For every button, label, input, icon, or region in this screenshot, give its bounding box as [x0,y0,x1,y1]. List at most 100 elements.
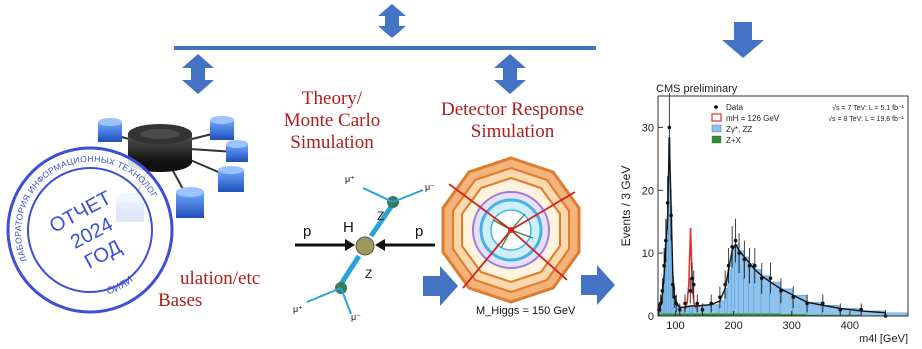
zx-background-bar [760,313,770,316]
zx-background-bar [671,313,674,316]
zx-background-bar [663,313,665,316]
x-tick-label: 400 [841,320,859,332]
data-point [672,295,677,299]
zx-background-bar [821,314,840,316]
luminosity-annotation: √s = 8 TeV: L = 19.6 fb⁻¹ [828,115,904,123]
double-arrow-middle [494,54,526,94]
zx-background-bar [668,313,671,316]
zx-background-bar [675,313,679,316]
data-point [674,301,679,306]
zx-background-bar [692,313,697,316]
zx-background-bar [666,313,669,316]
plot-frame [657,95,909,317]
partial-label-line-1: ulation/etc [180,268,261,289]
y-tick-label: 10 [642,248,654,260]
zx-background-bar [780,314,793,316]
zz-background-bar [779,288,793,317]
data-point [690,276,694,281]
zx-background-bar [724,313,728,316]
muon-label: μ⁻ [351,312,361,322]
luminosity-annotation: √s = 7 TeV: L = 5.1 fb⁻¹ [832,104,905,112]
data-point [658,301,663,306]
legend-label: mH = 126 GeV [726,114,780,123]
theory-label-line-2: Monte Carlo [283,110,381,131]
data-point [667,125,672,130]
zx-background-bar [689,313,692,316]
database-node-icon [226,140,248,162]
data-point [737,251,741,255]
x-tick-label: 300 [783,320,801,332]
partial-label-line-2: Bases [158,290,203,311]
right-arrow-middle [423,266,458,306]
database-cluster-icon [98,116,248,222]
muon-label: μ⁺ [345,174,355,184]
data-point [723,282,727,287]
z-label-upper: Z [377,209,384,223]
legend-marker [711,124,722,133]
proton-label-left: p [303,223,311,240]
database-node-icon [210,116,234,140]
zx-background-bar [678,313,685,316]
down-arrow-right [722,22,764,58]
double-arrow-left [182,54,214,94]
data-point [695,301,700,306]
partial-label: ulation/etc Bases [140,268,290,312]
zx-background-bar [673,313,676,316]
data-point [660,289,665,293]
data-point [779,289,783,293]
z-boson-lower [338,254,362,286]
x-tick-label: 100 [666,320,684,332]
zx-background-bar [701,313,711,316]
y-axis-label: Events / 3 GeV [619,166,633,247]
right-arrow-right [581,265,615,305]
database-node-icon [176,187,204,218]
report-stamp: ЛАБОРАТОРИЯ ИНФОРМАЦИОННЫХ ТЕХНОЛОГИЙ ИМ… [0,140,174,314]
zx-background-bar [731,313,735,316]
y-tick-label: 30 [642,122,654,134]
zx-background-bar [792,314,807,316]
zx-background-bar [684,313,690,316]
data-point [669,213,673,218]
data-point [759,276,764,281]
x-axis-label: m4l [GeV] [859,333,908,344]
higgs-signal-line [683,227,698,310]
zx-background-bar [769,313,781,316]
zx-background-bar [738,313,744,316]
data-point [678,307,682,312]
data-point [805,301,809,306]
chart-title: CMS preliminary [656,83,738,95]
zx-background-bar [734,313,739,316]
data-point [821,301,825,306]
theory-label-line-1: Theory/ [301,88,363,109]
data-point [768,276,773,281]
theory-label: Theory/ Monte Carlo Simulation [262,88,402,154]
legend-label: Zγ*, ZZ [726,125,752,134]
legend-label: Z+X [726,136,742,145]
data-point [718,295,722,299]
detector-caption: M_Higgs = 150 GeV [476,305,576,317]
y-tick-label: 20 [642,185,654,197]
theory-label-line-3: Simulation [290,132,374,153]
data-point [688,289,693,293]
data-point [671,282,675,287]
data-point [838,307,843,312]
zx-background-bar [691,313,693,316]
legend-marker [714,105,718,109]
data-point [753,263,757,268]
data-point [691,282,696,287]
legend-marker [711,135,722,144]
muon-label: μ⁺ [293,304,303,314]
double-arrow-top [378,4,406,38]
legend-label: Data [726,103,743,112]
proton-label-right: p [415,223,423,240]
cms-chart-panel: CMS preliminary 100 200 300 400 0 10 20 30 m4l [G… [618,82,920,345]
data-point [664,238,668,243]
m4l-histogram: CMS preliminary 100 200 300 400 0 10 20 30 m4l [G… [619,83,909,345]
zx-background-bar [743,313,749,316]
higgs-decay-diagram: p p H Z Z μ⁺ μ⁻ μ⁺ μ⁻ [293,174,435,322]
zx-background-bar [710,313,720,316]
data-point [683,301,687,306]
data-point [709,301,713,306]
data-point [662,263,666,268]
